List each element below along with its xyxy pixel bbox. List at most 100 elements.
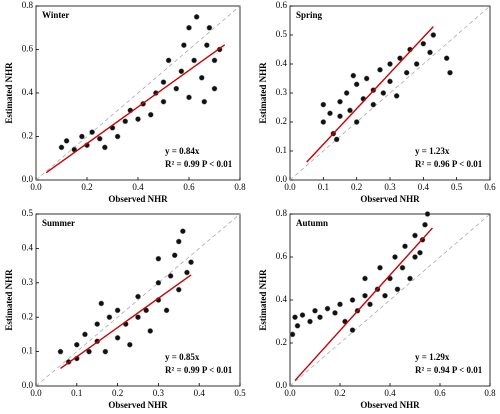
point [422,221,428,228]
y-tick-label: 0.0 [276,380,288,390]
y-tick-label: 0.3 [276,87,288,97]
point [382,292,388,299]
point [349,297,356,303]
point [89,129,95,135]
point [188,259,194,266]
point [362,292,368,299]
fit-line [306,26,434,163]
point [114,334,121,341]
point [402,243,408,250]
point [403,69,410,76]
point [337,301,343,308]
y-tick-label: 0.2 [22,131,33,141]
point [443,55,450,62]
point [299,312,306,318]
point [165,57,172,64]
point [417,249,423,256]
x-tick-label: 0.8 [234,182,246,192]
x-tick-label: 0.2 [81,182,92,192]
point [175,238,182,245]
y-tick-label: 0.4 [22,242,34,252]
point [106,314,113,321]
point [114,133,121,140]
point [332,310,338,316]
point [79,133,85,140]
x-tick-label: 0.5 [451,182,463,192]
point [201,98,208,105]
point [377,264,383,271]
point [350,72,357,79]
point [447,69,453,76]
y-axis-label: Estimated NHR [4,62,14,124]
point [289,331,296,338]
y-tick-label: 0.4 [276,58,288,68]
point [412,232,418,239]
point [337,113,343,120]
point [394,286,401,293]
y-tick-label: 0.3 [22,277,34,287]
point [370,101,377,108]
x-tick-label: 0.0 [30,182,42,192]
point [171,252,178,259]
fit-equation: y = 1.23x [415,146,450,156]
point [114,307,121,314]
x-tick-label: 0.0 [30,388,42,398]
x-tick-label: 0.1 [318,182,329,192]
point [193,14,200,20]
x-tick-label: 0.0 [284,182,296,192]
point [347,107,353,114]
point [181,42,187,49]
point [135,314,141,321]
x-tick-label: 0.0 [284,388,296,398]
point [186,94,192,101]
point [135,293,141,300]
panel-title: Summer [42,218,75,228]
y-tick-label: 0.5 [22,208,34,218]
point [96,135,103,142]
point [173,85,180,92]
point [312,307,318,314]
point [167,273,174,279]
point [86,348,92,355]
plot-frame [35,213,241,387]
point [353,119,360,125]
point [211,57,218,64]
point [407,275,413,282]
point [393,93,400,99]
x-axis-label: Observed NHR [108,194,168,204]
x-tick-label: 0.4 [418,182,430,192]
point [102,348,109,355]
point [184,269,190,276]
y-tick-label: 0.0 [22,380,34,390]
one-to-one-line [289,213,491,387]
fit-stats: R² = 0.99 P < 0.01 [165,365,233,375]
point [206,24,213,31]
x-tick-label: 0.8 [484,388,496,398]
point [424,211,431,217]
fit-equation: y = 1.29x [415,352,450,362]
x-tick-label: 0.4 [384,388,396,398]
fit-equation: y = 0.84x [165,146,200,156]
y-axis-label: Estimated NHR [258,269,268,331]
x-tick-label: 0.1 [71,388,82,398]
x-tick-label: 0.6 [434,388,446,398]
y-tick-label: 0.2 [276,337,287,347]
y-tick-label: 0.2 [22,311,33,321]
point [94,321,101,327]
point [63,138,70,144]
point [198,74,205,81]
fit-equation: y = 0.85x [165,352,200,362]
x-tick-label: 0.6 [484,182,496,192]
point [362,275,368,282]
point [82,331,88,338]
point [333,136,340,143]
y-axis-label: Estimated NHR [258,62,268,124]
x-axis-label: Observed NHR [108,400,168,410]
y-tick-label: 0.0 [22,174,34,184]
x-tick-label: 0.3 [384,182,396,192]
point [73,341,80,348]
y-tick-label: 0.8 [276,208,288,218]
x-tick-label: 0.5 [234,388,246,398]
point [367,301,373,308]
